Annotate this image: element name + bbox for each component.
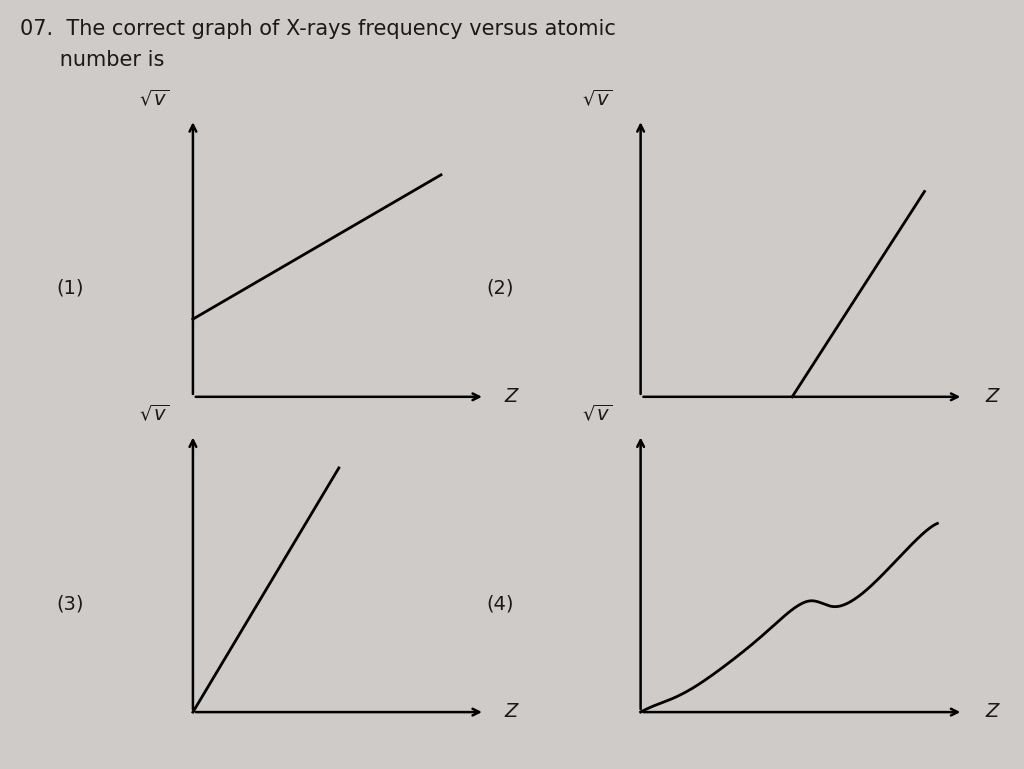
Text: $Z$: $Z$	[985, 703, 1001, 721]
Text: $Z$: $Z$	[504, 388, 520, 406]
Text: (4): (4)	[486, 594, 514, 613]
Text: $\sqrt{v}$: $\sqrt{v}$	[138, 404, 169, 424]
Text: (3): (3)	[56, 594, 84, 613]
Text: $\sqrt{v}$: $\sqrt{v}$	[583, 404, 613, 424]
Text: $\sqrt{v}$: $\sqrt{v}$	[138, 88, 169, 109]
Text: number is: number is	[20, 50, 165, 70]
Text: $\sqrt{v}$: $\sqrt{v}$	[583, 88, 613, 109]
Text: (1): (1)	[56, 279, 84, 298]
Text: 07.  The correct graph of X-rays frequency versus atomic: 07. The correct graph of X-rays frequenc…	[20, 19, 616, 39]
Text: (2): (2)	[486, 279, 514, 298]
Text: $Z$: $Z$	[504, 703, 520, 721]
Text: $Z$: $Z$	[985, 388, 1001, 406]
